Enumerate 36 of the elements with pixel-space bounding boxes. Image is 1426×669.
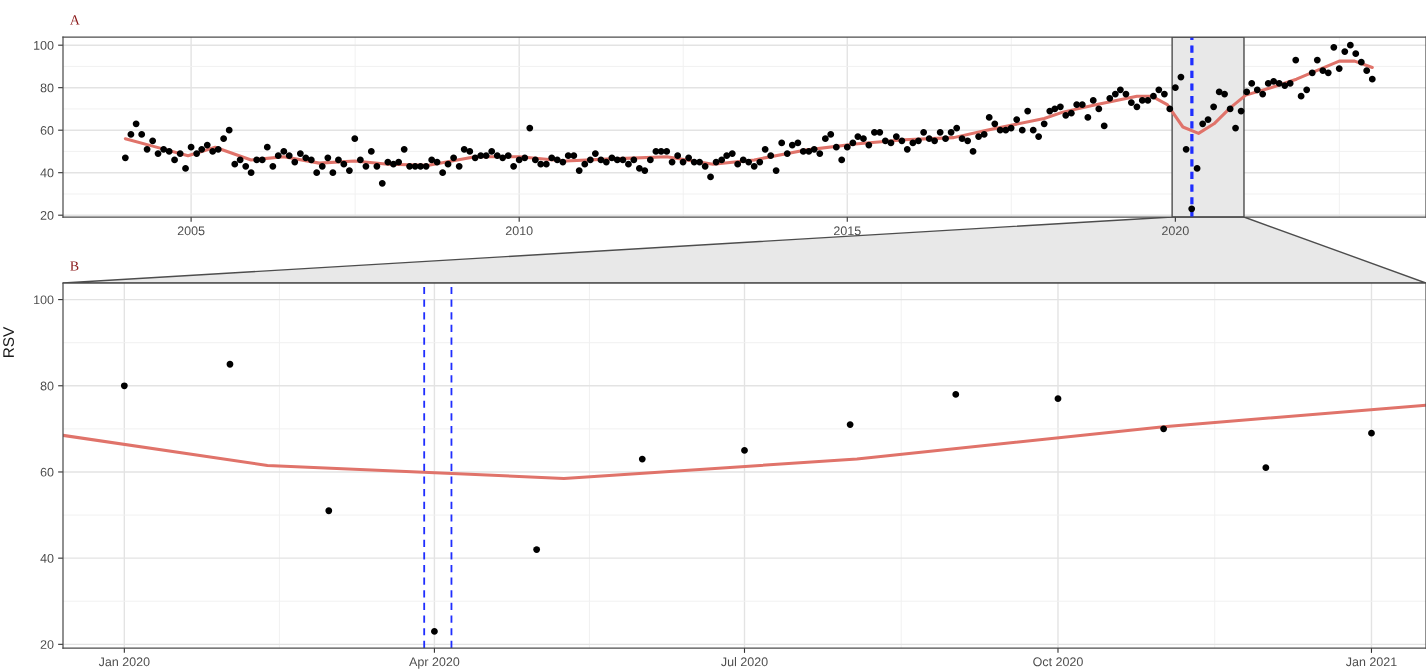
x-tick-label: 2015 [834, 226, 861, 236]
point [1054, 395, 1062, 403]
y-tick-label: 60 [40, 467, 54, 477]
y-tick-label: 60 [40, 125, 54, 135]
x-tick-label: Jan 2021 [1345, 657, 1397, 667]
y-tick-label: 20 [40, 210, 54, 220]
point [1368, 429, 1375, 437]
y-tick-label: 100 [34, 40, 54, 50]
y-tick-label: 20 [40, 640, 54, 649]
point [846, 421, 854, 428]
point [1262, 464, 1270, 472]
x-tick-label: Jul 2020 [721, 657, 768, 667]
point [952, 390, 960, 398]
y-tick-label: 80 [40, 83, 54, 93]
x-tick-label: 2020 [1162, 226, 1189, 236]
point [226, 360, 234, 368]
y-tick-label: 40 [40, 553, 54, 563]
point [325, 507, 333, 515]
x-tick-label: Jan 2020 [98, 657, 150, 667]
point [638, 455, 646, 463]
x-tick-label: Apr 2020 [409, 657, 460, 669]
y-axis-title: RSV [3, 326, 14, 357]
chart-title: B [70, 261, 79, 271]
point [741, 447, 748, 454]
point [1160, 425, 1168, 433]
point [431, 628, 438, 635]
line-series [63, 403, 1426, 480]
chart-title: A [69, 15, 80, 25]
y-tick-label: 100 [34, 295, 54, 305]
y-tick-label: 80 [40, 381, 54, 391]
x-tick-label: 2010 [505, 226, 533, 236]
x-tick-label: Oct 2020 [1033, 657, 1083, 667]
point [533, 546, 541, 553]
y-tick-label: 40 [40, 168, 54, 178]
point [120, 382, 128, 390]
x-tick-label: 2005 [177, 226, 205, 236]
